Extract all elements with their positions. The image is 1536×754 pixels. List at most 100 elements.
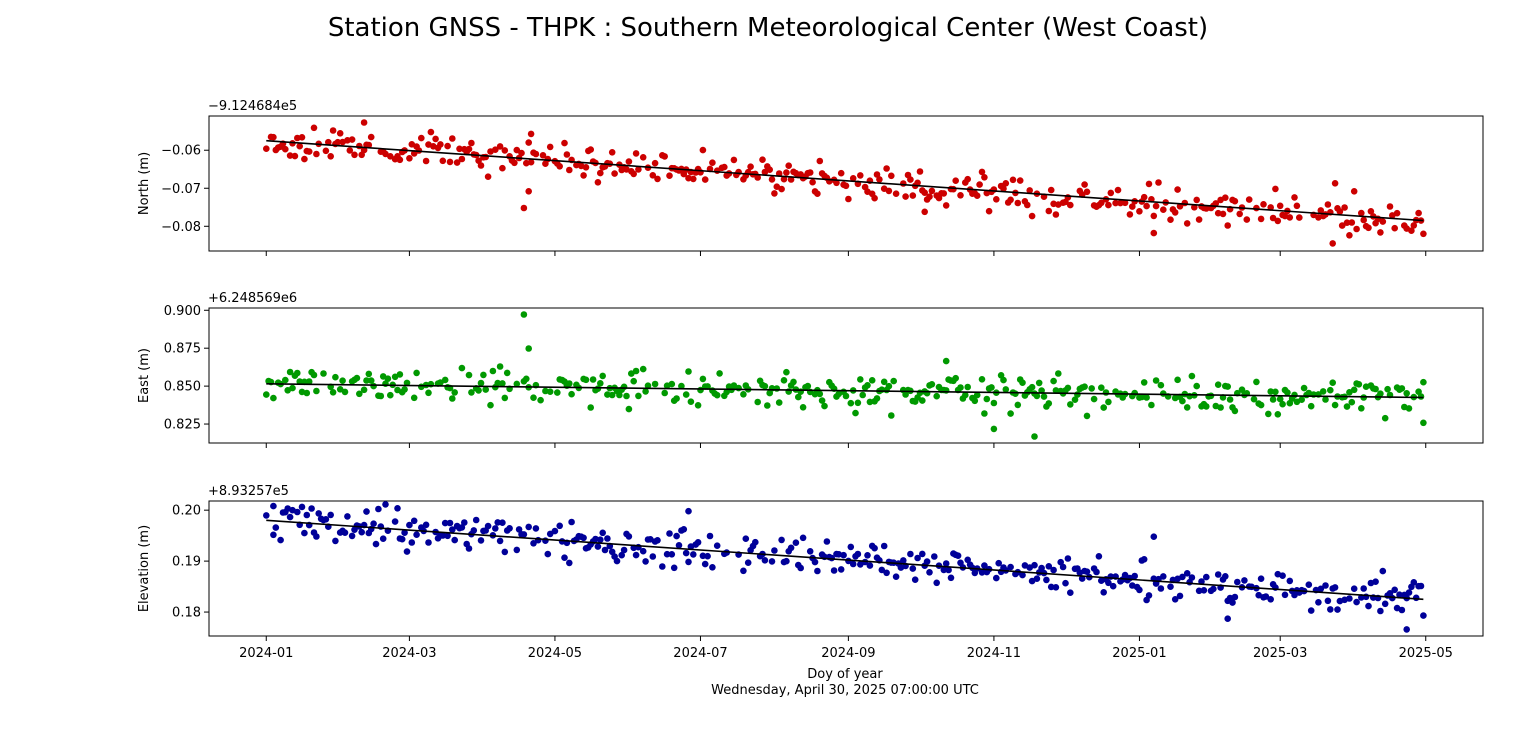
data-point: [484, 522, 492, 530]
data-point: [496, 363, 504, 370]
data-point: [468, 139, 475, 147]
data-point: [699, 375, 707, 383]
y-tick-label: 0.850: [164, 380, 201, 395]
data-point: [406, 155, 413, 162]
data-point: [1000, 376, 1007, 384]
data-point: [1188, 372, 1196, 380]
data-point: [367, 377, 375, 384]
data-point: [599, 372, 606, 380]
data-point: [599, 529, 606, 537]
data-point: [1102, 389, 1110, 396]
data-point: [814, 567, 821, 575]
data-point: [465, 145, 473, 153]
data-point: [1007, 196, 1014, 204]
data-point: [325, 138, 332, 146]
data-point: [1379, 567, 1387, 575]
data-point: [1350, 188, 1358, 195]
data-point: [1100, 589, 1107, 596]
data-point: [1145, 592, 1153, 599]
data-point: [1188, 574, 1196, 581]
data-point: [978, 168, 986, 176]
data-point: [632, 150, 640, 157]
y-axis-label: North (m): [137, 152, 152, 215]
data-point: [1317, 585, 1325, 593]
data-point: [721, 163, 728, 171]
data-point: [451, 389, 459, 396]
data-point: [1181, 199, 1189, 207]
data-point: [1226, 396, 1234, 403]
data-point: [1231, 593, 1239, 601]
data-point: [1329, 240, 1336, 247]
data-point: [1174, 376, 1181, 384]
data-point: [418, 134, 425, 142]
y-axis-label: East (m): [137, 348, 152, 403]
data-point: [792, 539, 800, 546]
data-point: [1391, 586, 1398, 594]
data-point: [556, 163, 563, 170]
data-point: [742, 535, 750, 542]
data-point: [1148, 401, 1155, 409]
data-point: [797, 564, 804, 572]
data-point: [1412, 594, 1420, 602]
data-point: [1090, 395, 1098, 403]
data-point: [546, 143, 554, 151]
data-point: [816, 157, 824, 165]
data-point: [666, 530, 673, 537]
data-point: [1031, 433, 1038, 440]
data-point: [425, 389, 432, 397]
data-point: [594, 543, 602, 550]
data-point: [1129, 203, 1136, 210]
data-point: [1055, 370, 1062, 377]
data-point: [1064, 555, 1072, 562]
data-point: [1350, 386, 1358, 394]
data-point: [501, 548, 509, 556]
data-point: [1052, 584, 1060, 591]
data-point: [511, 159, 518, 167]
data-point: [546, 388, 554, 396]
data-point: [527, 130, 535, 138]
data-point: [1417, 582, 1425, 590]
data-point: [761, 557, 769, 564]
data-point: [880, 378, 888, 386]
data-point: [921, 208, 928, 216]
data-point: [1417, 393, 1425, 400]
data-point: [752, 538, 759, 546]
data-point: [775, 170, 783, 177]
data-point: [461, 519, 468, 526]
data-point: [1007, 410, 1014, 417]
y-tick-label: 0.18: [172, 606, 201, 621]
data-point: [890, 377, 897, 385]
data-point: [410, 394, 418, 402]
data-point: [1052, 211, 1060, 218]
data-point: [1222, 573, 1229, 580]
data-point: [589, 376, 597, 383]
data-point: [1367, 208, 1375, 215]
data-point: [1353, 225, 1360, 233]
data-point: [1095, 553, 1103, 560]
data-point: [384, 375, 392, 383]
x-tick-label: 2025-03: [1253, 646, 1307, 661]
data-point: [668, 380, 676, 388]
data-point: [482, 153, 490, 161]
data-point: [513, 146, 521, 154]
data-point: [1260, 201, 1267, 208]
data-point: [518, 149, 525, 157]
y-tick-label: 0.20: [172, 504, 201, 519]
data-point: [995, 559, 1002, 567]
data-point: [1379, 218, 1387, 225]
data-point: [771, 547, 778, 554]
y-tick-label: 0.825: [164, 418, 201, 433]
data-point: [914, 554, 921, 562]
data-point: [780, 175, 788, 183]
data-point: [675, 542, 683, 549]
data-point: [387, 153, 394, 160]
data-point: [857, 376, 864, 383]
data-point: [270, 133, 277, 141]
trend-line: [266, 139, 1424, 222]
data-point: [983, 395, 991, 403]
data-point: [1343, 403, 1351, 410]
data-point: [501, 147, 509, 154]
data-point: [1420, 419, 1427, 427]
panels-group: −0.08 −0.07 −0.06 −9.124684e5 North (m) 0.825…: [137, 99, 1484, 661]
data-point: [916, 168, 924, 175]
